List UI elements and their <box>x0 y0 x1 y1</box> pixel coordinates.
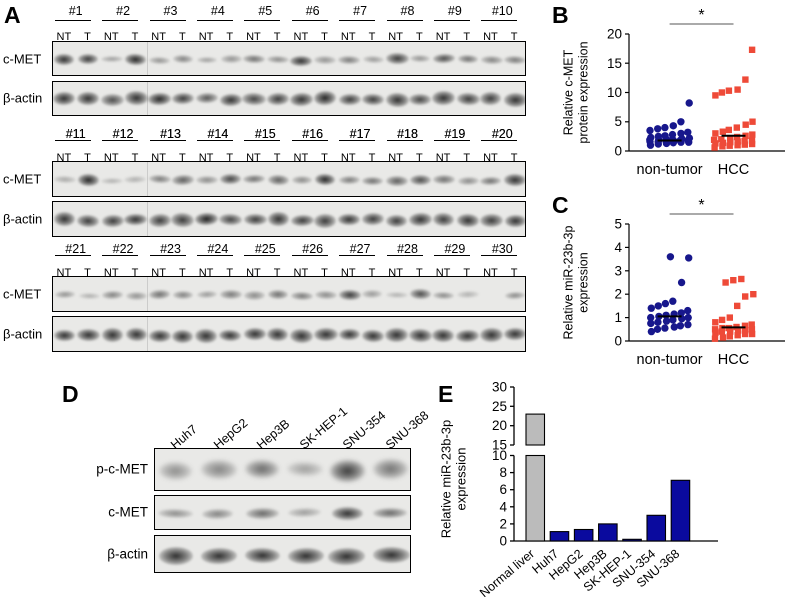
svg-text:Relative miR-23b-3p: Relative miR-23b-3p <box>439 420 454 539</box>
svg-text:3: 3 <box>614 263 622 278</box>
svg-text:10: 10 <box>607 85 622 100</box>
svg-text:expression: expression <box>577 252 591 312</box>
svg-text:Relative c-MET: Relative c-MET <box>562 49 576 135</box>
svg-text:20: 20 <box>492 418 507 433</box>
svg-text:30: 30 <box>492 380 507 395</box>
svg-text:expression: expression <box>454 448 469 511</box>
svg-text:15: 15 <box>607 56 622 71</box>
svg-text:4: 4 <box>499 499 507 514</box>
svg-text:2: 2 <box>614 287 622 302</box>
svg-text:25: 25 <box>492 399 507 414</box>
svg-text:1: 1 <box>614 310 622 325</box>
svg-text:non-tumor: non-tumor <box>637 352 703 368</box>
svg-text:Relative miR-23b-3p: Relative miR-23b-3p <box>562 225 576 339</box>
svg-text:non-tumor: non-tumor <box>637 162 703 178</box>
svg-text:2: 2 <box>499 516 507 531</box>
svg-text:HCC: HCC <box>718 352 749 368</box>
svg-text:Normal liver: Normal liver <box>477 547 537 597</box>
svg-text:0: 0 <box>499 534 507 549</box>
svg-text:protein expression: protein expression <box>577 41 591 143</box>
svg-text:*: * <box>698 197 704 214</box>
svg-text:*: * <box>698 7 704 24</box>
svg-text:6: 6 <box>499 482 507 497</box>
svg-text:8: 8 <box>499 465 507 480</box>
svg-text:5: 5 <box>614 217 622 232</box>
svg-text:20: 20 <box>607 27 622 42</box>
svg-text:0: 0 <box>614 334 622 349</box>
svg-text:10: 10 <box>492 448 507 463</box>
svg-text:0: 0 <box>614 144 622 159</box>
svg-text:5: 5 <box>614 114 622 129</box>
svg-text:4: 4 <box>614 240 622 255</box>
svg-text:HCC: HCC <box>718 162 749 178</box>
